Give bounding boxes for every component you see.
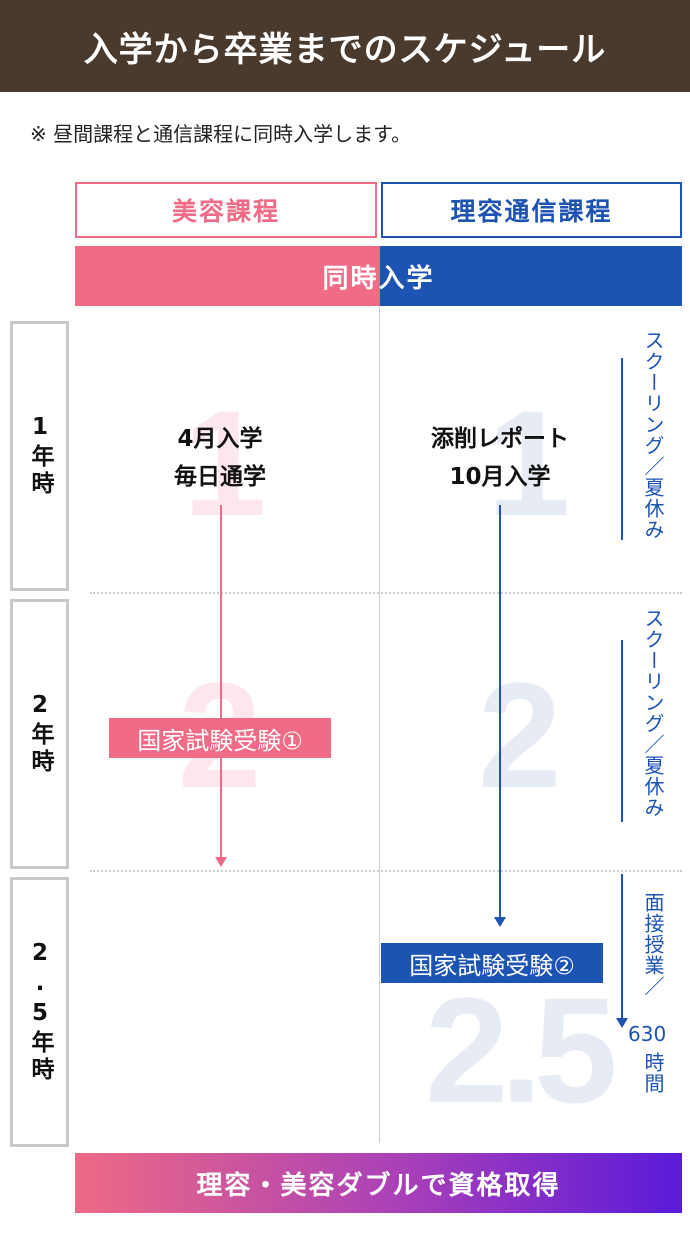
join-bar-right [380, 246, 682, 306]
right-col-line1: 添削レポート [431, 426, 569, 452]
exam-2-badge: 国家試験受験② [381, 943, 603, 983]
left-timeline-line [220, 505, 222, 858]
bignum-left-1: 1 [183, 379, 267, 547]
page-title: 入学から卒業までのスケジュール [0, 0, 690, 92]
side-note-year1: スクーリング／夏休み [641, 330, 665, 540]
side-note-year3b: 630 [628, 1022, 667, 1046]
left-col-line1: 4月入学 [177, 426, 263, 452]
side-line-2 [621, 640, 623, 822]
right-col-desc: 添削レポート 10月入学 [390, 420, 610, 496]
row-divider-1 [90, 592, 682, 594]
side-line-1 [621, 358, 623, 540]
year-box-3: 2.5年時 [10, 877, 69, 1147]
join-bar-left [75, 246, 380, 306]
right-col-line2: 10月入学 [449, 464, 551, 490]
year-box-1: 1年時 [10, 321, 69, 591]
note-text: ※ 昼間課程と通信課程に同時入学します。 [30, 122, 412, 146]
course-biyou-label: 美容課程 [75, 182, 377, 238]
year-label-2: 2年時 [27, 692, 53, 776]
left-col-line2: 毎日通学 [174, 464, 266, 490]
course-riyou-tsushin-label: 理容通信課程 [381, 182, 682, 238]
year-box-2: 2年時 [10, 599, 69, 869]
side-note-year3a: 面接授業／ [641, 892, 665, 997]
bignum-right-3: 2.5 [425, 966, 618, 1134]
bignum-right-2: 2 [478, 651, 562, 819]
side-line-3 [621, 874, 623, 1019]
side-note-year2: スクーリング／夏休み [641, 608, 665, 818]
column-divider [379, 306, 380, 1143]
side-arrow-icon [616, 1018, 628, 1028]
year-label-3: 2.5年時 [27, 940, 53, 1084]
row-divider-2 [90, 870, 682, 872]
right-timeline-line [499, 505, 501, 918]
left-col-desc: 4月入学 毎日通学 [120, 420, 320, 496]
side-note-year3c: 時間 [641, 1052, 665, 1094]
footer-banner: 理容・美容ダブルで資格取得 [75, 1153, 682, 1213]
left-arrow-icon [215, 857, 227, 867]
join-label: 同時入学 [322, 263, 435, 294]
exam-1-badge: 国家試験受験① [109, 718, 331, 758]
right-arrow-icon [494, 917, 506, 927]
year-label-1: 1年時 [27, 414, 53, 498]
